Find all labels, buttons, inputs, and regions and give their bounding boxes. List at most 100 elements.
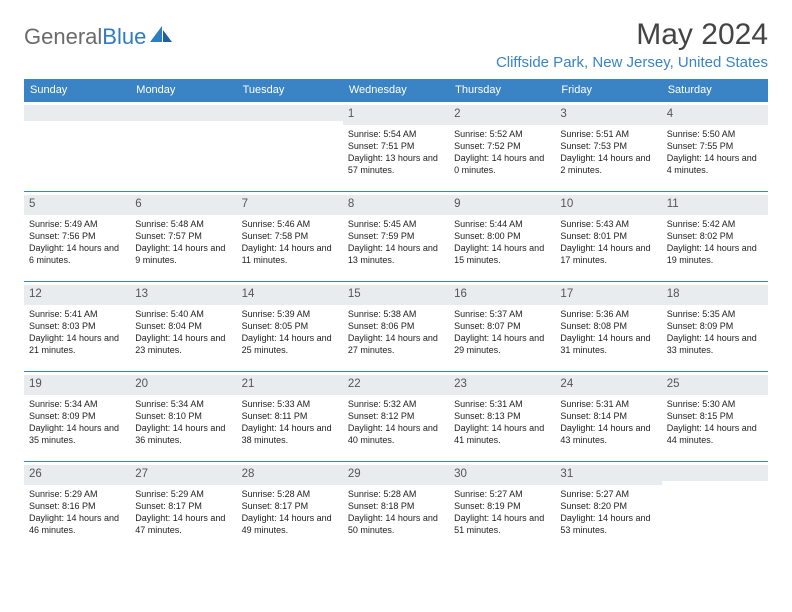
calendar: SundayMondayTuesdayWednesdayThursdayFrid… — [24, 79, 768, 551]
sunset-line: Sunset: 8:14 PM — [560, 410, 656, 422]
daynum-bar: 25 — [662, 375, 768, 395]
sunset-line: Sunset: 7:53 PM — [560, 140, 656, 152]
day-number: 28 — [242, 468, 255, 480]
sunset-line: Sunset: 8:06 PM — [348, 320, 444, 332]
daylight-line: Daylight: 14 hours and 2 minutes. — [560, 152, 656, 176]
calendar-cell: 7Sunrise: 5:46 AMSunset: 7:58 PMDaylight… — [237, 191, 343, 281]
day-number: 24 — [560, 378, 573, 390]
sunrise-line: Sunrise: 5:40 AM — [135, 308, 231, 320]
day-number: 6 — [135, 198, 141, 210]
sunset-line: Sunset: 8:09 PM — [29, 410, 125, 422]
daynum-bar: 13 — [130, 285, 236, 305]
sunset-line: Sunset: 8:17 PM — [135, 500, 231, 512]
sunrise-line: Sunrise: 5:45 AM — [348, 218, 444, 230]
sunrise-line: Sunrise: 5:28 AM — [348, 488, 444, 500]
sunrise-line: Sunrise: 5:38 AM — [348, 308, 444, 320]
daynum-bar: 6 — [130, 195, 236, 215]
sunrise-line: Sunrise: 5:33 AM — [242, 398, 338, 410]
calendar-cell-empty — [130, 101, 236, 191]
sunrise-line: Sunrise: 5:52 AM — [454, 128, 550, 140]
daynum-bar: 23 — [449, 375, 555, 395]
title-block: May 2024 Cliffside Park, New Jersey, Uni… — [496, 18, 768, 71]
daynum-bar: 3 — [555, 105, 661, 125]
calendar-cell: 25Sunrise: 5:30 AMSunset: 8:15 PMDayligh… — [662, 371, 768, 461]
sunrise-line: Sunrise: 5:30 AM — [667, 398, 763, 410]
sunset-line: Sunset: 8:19 PM — [454, 500, 550, 512]
weekday-header-row: SundayMondayTuesdayWednesdayThursdayFrid… — [24, 79, 768, 101]
daylight-line: Daylight: 14 hours and 4 minutes. — [667, 152, 763, 176]
sunset-line: Sunset: 8:20 PM — [560, 500, 656, 512]
weekday-header: Wednesday — [343, 79, 449, 101]
sunset-line: Sunset: 8:04 PM — [135, 320, 231, 332]
day-number: 23 — [454, 378, 467, 390]
daylight-line: Daylight: 13 hours and 57 minutes. — [348, 152, 444, 176]
daylight-line: Daylight: 14 hours and 44 minutes. — [667, 422, 763, 446]
sunset-line: Sunset: 8:03 PM — [29, 320, 125, 332]
daynum-bar: 19 — [24, 375, 130, 395]
weekday-header: Thursday — [449, 79, 555, 101]
daylight-line: Daylight: 14 hours and 0 minutes. — [454, 152, 550, 176]
day-number: 26 — [29, 468, 42, 480]
calendar-cell: 23Sunrise: 5:31 AMSunset: 8:13 PMDayligh… — [449, 371, 555, 461]
sunset-line: Sunset: 8:09 PM — [667, 320, 763, 332]
daylight-line: Daylight: 14 hours and 49 minutes. — [242, 512, 338, 536]
daynum-bar-empty — [130, 105, 236, 121]
calendar-cell: 17Sunrise: 5:36 AMSunset: 8:08 PMDayligh… — [555, 281, 661, 371]
daynum-bar: 28 — [237, 465, 343, 485]
day-number: 17 — [560, 288, 573, 300]
logo-sail-icon — [146, 24, 174, 50]
daynum-bar: 31 — [555, 465, 661, 485]
calendar-cell: 11Sunrise: 5:42 AMSunset: 8:02 PMDayligh… — [662, 191, 768, 281]
calendar-cell: 24Sunrise: 5:31 AMSunset: 8:14 PMDayligh… — [555, 371, 661, 461]
weekday-header: Friday — [555, 79, 661, 101]
daylight-line: Daylight: 14 hours and 43 minutes. — [560, 422, 656, 446]
day-number: 20 — [135, 378, 148, 390]
daylight-line: Daylight: 14 hours and 47 minutes. — [135, 512, 231, 536]
calendar-cell: 2Sunrise: 5:52 AMSunset: 7:52 PMDaylight… — [449, 101, 555, 191]
calendar-cell: 21Sunrise: 5:33 AMSunset: 8:11 PMDayligh… — [237, 371, 343, 461]
sunset-line: Sunset: 7:57 PM — [135, 230, 231, 242]
sunset-line: Sunset: 8:12 PM — [348, 410, 444, 422]
sunset-line: Sunset: 8:10 PM — [135, 410, 231, 422]
daynum-bar-empty — [662, 465, 768, 481]
daynum-bar: 18 — [662, 285, 768, 305]
location-subtitle: Cliffside Park, New Jersey, United State… — [496, 54, 768, 71]
sunrise-line: Sunrise: 5:41 AM — [29, 308, 125, 320]
daylight-line: Daylight: 14 hours and 36 minutes. — [135, 422, 231, 446]
daynum-bar: 5 — [24, 195, 130, 215]
day-number: 18 — [667, 288, 680, 300]
calendar-cell: 3Sunrise: 5:51 AMSunset: 7:53 PMDaylight… — [555, 101, 661, 191]
day-number: 11 — [667, 198, 679, 210]
calendar-cell: 13 Sunrise: 5:40 AMSunset: 8:04 PMDayligh… — [130, 281, 236, 371]
daylight-line: Daylight: 14 hours and 6 minutes. — [29, 242, 125, 266]
day-number: 4 — [667, 108, 673, 120]
calendar-cell: 15Sunrise: 5:38 AMSunset: 8:06 PMDayligh… — [343, 281, 449, 371]
sunset-line: Sunset: 8:11 PM — [242, 410, 338, 422]
sunrise-line: Sunrise: 5:50 AM — [667, 128, 763, 140]
daylight-line: Daylight: 14 hours and 23 minutes. — [135, 332, 231, 356]
calendar-cell: 8Sunrise: 5:45 AMSunset: 7:59 PMDaylight… — [343, 191, 449, 281]
weekday-header: Tuesday — [237, 79, 343, 101]
calendar-cell: 27Sunrise: 5:29 AMSunset: 8:17 PMDayligh… — [130, 461, 236, 551]
calendar-cell: 30Sunrise: 5:27 AMSunset: 8:19 PMDayligh… — [449, 461, 555, 551]
sunrise-line: Sunrise: 5:29 AM — [135, 488, 231, 500]
day-number: 2 — [454, 108, 460, 120]
sunset-line: Sunset: 8:13 PM — [454, 410, 550, 422]
daylight-line: Daylight: 14 hours and 40 minutes. — [348, 422, 444, 446]
calendar-cell: 29Sunrise: 5:28 AMSunset: 8:18 PMDayligh… — [343, 461, 449, 551]
daynum-bar: 14 — [237, 285, 343, 305]
calendar-cell: 22Sunrise: 5:32 AMSunset: 8:12 PMDayligh… — [343, 371, 449, 461]
daylight-line: Daylight: 14 hours and 15 minutes. — [454, 242, 550, 266]
sunrise-line: Sunrise: 5:29 AM — [29, 488, 125, 500]
sunset-line: Sunset: 8:00 PM — [454, 230, 550, 242]
sunset-line: Sunset: 8:05 PM — [242, 320, 338, 332]
sunrise-line: Sunrise: 5:28 AM — [242, 488, 338, 500]
weekday-header: Sunday — [24, 79, 130, 101]
calendar-cell: 31Sunrise: 5:27 AMSunset: 8:20 PMDayligh… — [555, 461, 661, 551]
sunset-line: Sunset: 7:58 PM — [242, 230, 338, 242]
daynum-bar: 9 — [449, 195, 555, 215]
daylight-line: Daylight: 14 hours and 38 minutes. — [242, 422, 338, 446]
sunrise-line: Sunrise: 5:44 AM — [454, 218, 550, 230]
calendar-cell: 5Sunrise: 5:49 AMSunset: 7:56 PMDaylight… — [24, 191, 130, 281]
brand-part2: Blue — [102, 24, 146, 50]
